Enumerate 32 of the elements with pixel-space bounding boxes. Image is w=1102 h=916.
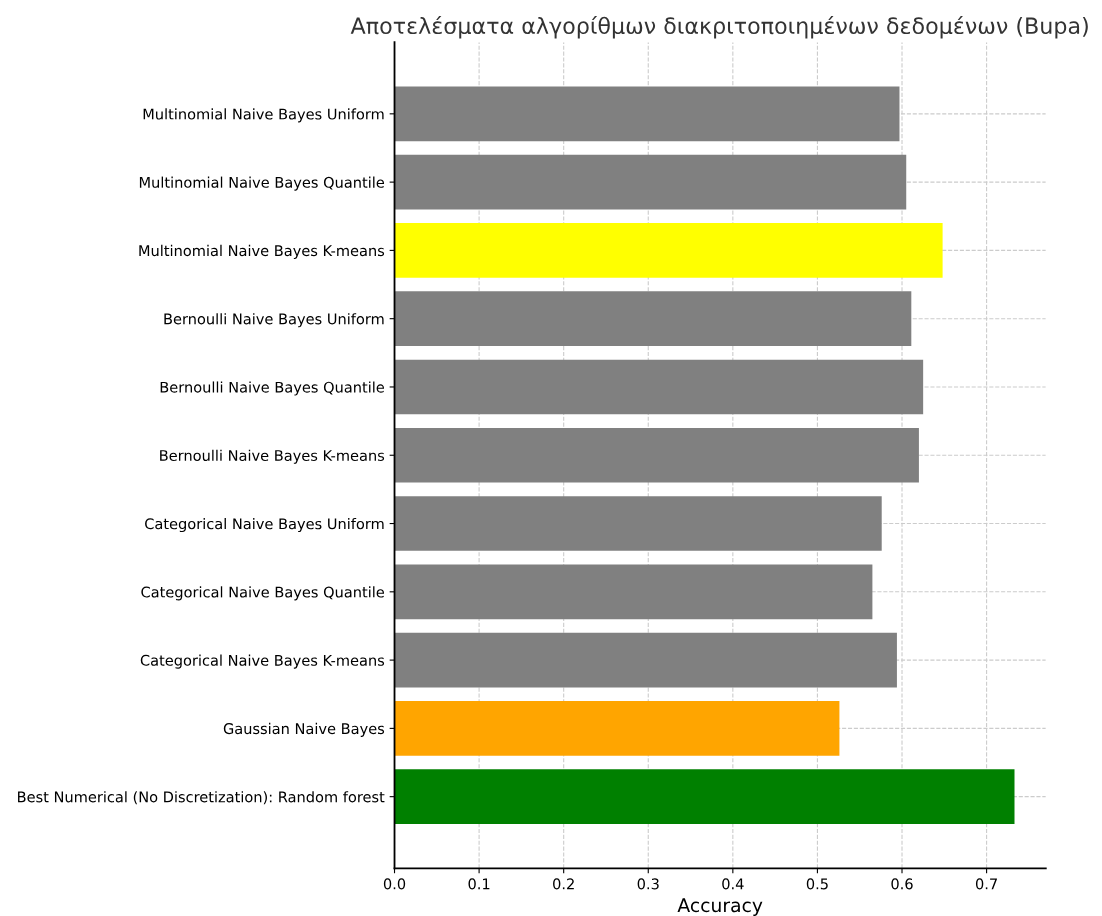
chart-title: Αποτελέσματα αλγορίθμων διακριτοποιημένων δεδομένων (Bupa): [350, 16, 1088, 39]
y-tick-label: Bernoulli Naive Bayes K-means: [160, 449, 385, 464]
bar: [394, 86, 900, 142]
y-tick-label: Categorical Naive Bayes Uniform: [145, 518, 384, 533]
x-tick-label: 0.2: [553, 878, 574, 890]
bar: [394, 427, 919, 483]
y-tick-label: Best Numerical (No Discretization): Random forest: [18, 791, 385, 805]
bar: [394, 359, 924, 415]
y-tick-label: Multinomial Naive Bayes K-means: [139, 244, 385, 259]
x-tick-label: 0.7: [975, 878, 997, 890]
bar: [394, 223, 943, 278]
bar: [394, 632, 897, 688]
y-tick-label: Multinomial Naive Bayes Quantile: [139, 176, 385, 191]
x-tick-label: 0.5: [806, 878, 828, 890]
y-tick-label: Gaussian Naive Bayes: [223, 722, 385, 737]
x-tick-label: 0.0: [383, 878, 406, 890]
x-axis-title: Accuracy: [677, 898, 763, 916]
bar: [394, 701, 840, 756]
y-tick-label: Bernoulli Naive Bayes Quantile: [160, 381, 385, 396]
x-tick-label: 0.1: [468, 878, 490, 890]
bar: [394, 769, 1015, 824]
y-tick-label: Categorical Naive Bayes K-means: [140, 654, 385, 669]
y-tick-label: Multinomial Naive Bayes Uniform: [143, 108, 384, 123]
bar: [394, 154, 907, 210]
y-tick-label: Categorical Naive Bayes Quantile: [141, 586, 385, 601]
y-tick-label: Bernoulli Naive Bayes Uniform: [164, 313, 384, 328]
x-tick-label: 0.6: [891, 878, 913, 890]
x-tick-label: 0.3: [637, 878, 659, 890]
bar: [394, 496, 882, 551]
x-tick-label: 0.4: [722, 878, 744, 890]
bar: [394, 564, 873, 620]
bar: [394, 291, 912, 346]
